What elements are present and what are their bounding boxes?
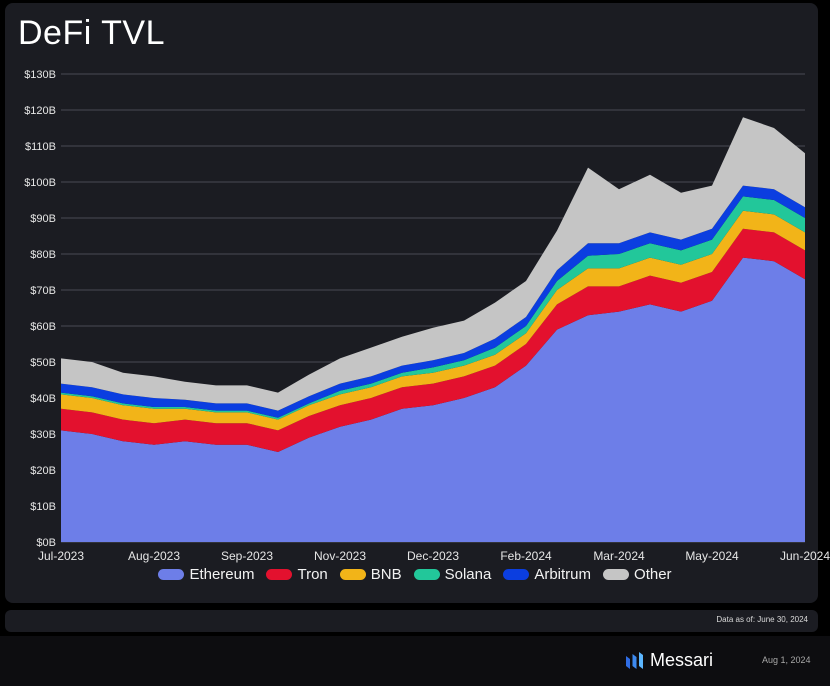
legend-swatch: [413, 569, 440, 580]
messari-logo-icon: [626, 651, 643, 669]
footer-date: Aug 1, 2024: [762, 655, 811, 665]
legend-swatch: [603, 569, 630, 580]
y-tick-label: $100B: [24, 177, 56, 189]
x-tick-label: Feb-2024: [500, 549, 552, 563]
legend-label: BNB: [370, 566, 402, 583]
series-area-solana: [61, 196, 805, 420]
legend-label: Solana: [444, 566, 492, 583]
y-tick-label: $90B: [30, 213, 56, 225]
legend-label: Tron: [297, 566, 328, 583]
legend-swatch: [339, 569, 366, 580]
y-tick-label: $120B: [24, 105, 56, 117]
legend-swatch: [158, 569, 185, 580]
legend-item-tron: Tron: [266, 566, 328, 583]
x-tick-label: Dec-2023: [407, 549, 459, 563]
legend-label: Arbitrum: [534, 566, 592, 583]
chart-legend: Ethereum Tron BNB Solana Arbitrum Other: [0, 566, 830, 583]
y-tick-label: $50B: [30, 357, 56, 369]
y-tick-label: $20B: [30, 465, 56, 477]
x-tick-label: Mar-2024: [593, 549, 645, 563]
y-tick-label: $60B: [30, 321, 56, 333]
y-tick-label: $0B: [36, 537, 56, 549]
x-tick-label: May-2024: [685, 549, 739, 563]
brand-name: Messari: [650, 650, 714, 670]
y-tick-label: $10B: [30, 501, 56, 513]
y-tick-label: $30B: [30, 429, 56, 441]
y-tick-label: $70B: [30, 285, 56, 297]
y-tick-label: $40B: [30, 393, 56, 405]
legend-label: Other: [634, 566, 672, 583]
chart-title: DeFi TVL: [18, 14, 165, 52]
data-as-of-label: Data as of: June 30, 2024: [716, 615, 808, 624]
legend-swatch: [503, 569, 530, 580]
brand: Messari: [625, 650, 713, 671]
legend-item-solana: Solana: [413, 566, 492, 583]
chart-canvas: $0B $10B $20B $30B $40B $50B $60B $70B $80B $90B $…: [24, 69, 830, 563]
y-tick-label: $110B: [25, 141, 56, 153]
x-tick-label: Jul-2023: [38, 549, 84, 563]
y-tick-label: $80B: [30, 249, 56, 261]
legend-swatch: [266, 569, 293, 580]
data-info-bar: Data as of: June 30, 2024: [5, 610, 818, 632]
legend-item-other: Other: [603, 566, 672, 583]
legend-item-ethereum: Ethereum: [158, 566, 254, 583]
footer: Messari Aug 1, 2024: [0, 636, 830, 686]
legend-item-bnb: BNB: [339, 566, 402, 583]
series-area-arbitrum: [61, 185, 805, 418]
legend-item-arbitrum: Arbitrum: [503, 566, 591, 583]
series-area-tron: [61, 228, 805, 452]
y-tick-label: $130B: [24, 69, 56, 81]
x-tick-label: Nov-2023: [314, 549, 366, 563]
series-area-bnb: [61, 210, 805, 431]
series-area-ethereum: [61, 257, 805, 542]
x-tick-label: Aug-2023: [128, 549, 180, 563]
series-area-other: [61, 117, 805, 411]
x-tick-label: Sep-2023: [221, 549, 273, 563]
x-tick-label: Jun-2024: [780, 549, 830, 563]
legend-label: Ethereum: [189, 566, 255, 583]
